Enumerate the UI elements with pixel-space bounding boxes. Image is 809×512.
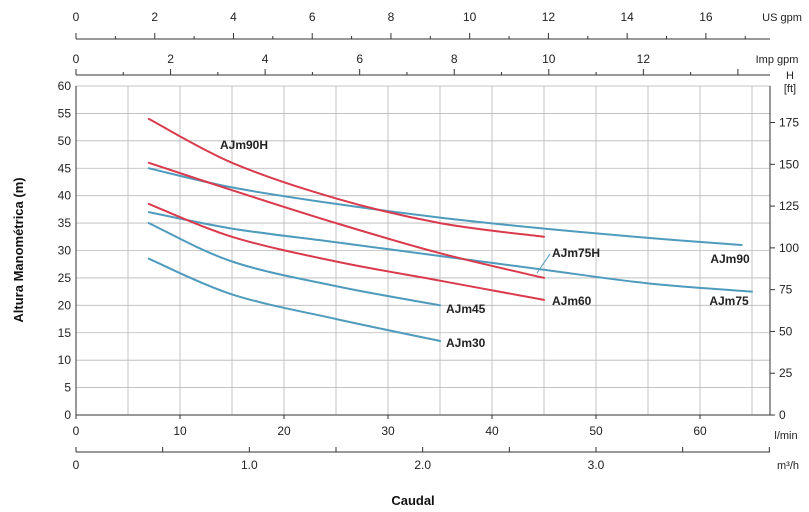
y-tick-label: 10 [58,353,72,367]
m3h-tick-label: 1.0 [241,458,258,472]
y-tick-label: 35 [58,216,72,230]
right-axis-unit-ft: [ft] [784,83,796,95]
m3h-tick-label: 0 [73,458,80,472]
right-tick-label: 125 [779,199,799,213]
usgpm-tick-label: 6 [309,10,316,24]
label-ajm75h: AJm75H [552,246,600,260]
label-ajm45: AJm45 [446,302,486,316]
impgpm-tick-label: 6 [356,52,363,66]
right-tick-label: 150 [779,157,799,171]
usgpm-tick-label: 2 [151,10,158,24]
bottom-lmin-axis: 0 10 20 30 40 50 60 l/min [73,414,798,442]
right-tick-label: 75 [779,283,793,297]
y-tick-label: 60 [58,79,72,93]
impgpm-tick-label: 10 [542,52,556,66]
bottom-m3h-axis: 0 1.0 2.0 3.0 m³/h [73,447,799,472]
pump-curves [147,117,753,342]
usgpm-tick-label: 14 [620,10,634,24]
y-tick-label: 15 [58,326,72,340]
impgpm-axis-unit: Imp gpm [756,54,799,66]
impgpm-tick-label: 8 [451,52,458,66]
plot-grid [75,85,771,416]
y-axis-title: Altura Manométrica (m) [11,177,26,322]
x-tick-label: 0 [73,424,80,438]
y-tick-label: 40 [58,189,72,203]
y-tick-label: 45 [58,161,72,175]
x-tick-label: 10 [173,424,187,438]
impgpm-tick-label: 2 [167,52,174,66]
curve-ajm75h [147,161,545,279]
impgpm-tick-label: 4 [262,52,269,66]
impgpm-tick-label: 0 [73,52,80,66]
curve-ajm90 [147,167,743,246]
m3h-tick-label: 2.0 [414,458,431,472]
top-impgpm-axis: 0 2 4 6 8 10 12 Imp gpm [73,52,799,76]
curve-ajm90h [147,117,545,238]
y-tick-label: 50 [58,134,72,148]
left-y-axis: 0 5 10 15 20 25 30 35 40 45 50 55 60 [58,79,77,422]
m3h-tick-label: 3.0 [588,458,605,472]
curve-ajm75 [147,211,753,293]
right-axis-unit-h: H [786,70,794,82]
x-tick-label: 60 [693,424,707,438]
usgpm-tick-label: 16 [699,10,713,24]
x-tick-label: 40 [485,424,499,438]
y-tick-label: 20 [58,298,72,312]
usgpm-tick-label: 8 [388,10,395,24]
usgpm-tick-label: 10 [463,10,477,24]
usgpm-tick-label: 0 [73,10,80,24]
x-tick-label: 50 [589,424,603,438]
curve-labels: AJm90H AJm90 AJm75H AJm75 AJm60 AJm45 AJm30 [220,138,750,350]
m3h-axis-unit: m³/h [777,460,799,472]
label-ajm90h: AJm90H [220,138,268,152]
x-tick-label: 20 [277,424,291,438]
y-tick-label: 25 [58,271,72,285]
right-tick-label: 100 [779,241,799,255]
impgpm-tick-label: 12 [637,52,651,66]
right-y-axis: 0 25 50 75 100 125 150 175 H[ft] [769,70,799,422]
curve-ajm45 [147,222,441,307]
right-tick-label: 50 [779,324,793,338]
curve-ajm30 [147,257,441,342]
x-axis-unit: l/min [774,430,797,442]
label-leader-ajm75h [536,253,551,274]
y-tick-label: 5 [64,381,71,395]
curve-ajm60 [147,202,545,301]
label-ajm30: AJm30 [446,336,486,350]
usgpm-tick-label: 12 [542,10,556,24]
label-ajm60: AJm60 [552,294,592,308]
right-tick-label: 0 [779,408,786,422]
label-ajm75: AJm75 [709,294,749,308]
usgpm-tick-label: 4 [230,10,237,24]
top-usgpm-axis: 0 2 4 6 8 10 12 14 16 US gpm [73,10,802,40]
usgpm-axis-unit: US gpm [762,12,802,24]
x-tick-label: 30 [381,424,395,438]
right-tick-label: 175 [779,116,799,130]
y-tick-label: 30 [58,244,72,258]
x-axis-title: Caudal [391,493,434,508]
right-tick-label: 25 [779,366,793,380]
y-tick-label: 0 [64,408,71,422]
y-tick-label: 55 [58,106,72,120]
label-ajm90: AJm90 [710,252,750,266]
